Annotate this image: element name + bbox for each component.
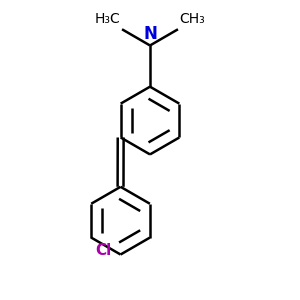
Text: CH₃: CH₃ [179,12,205,26]
Text: Cl: Cl [96,243,112,258]
Text: H₃C: H₃C [95,12,121,26]
Text: N: N [143,25,157,43]
